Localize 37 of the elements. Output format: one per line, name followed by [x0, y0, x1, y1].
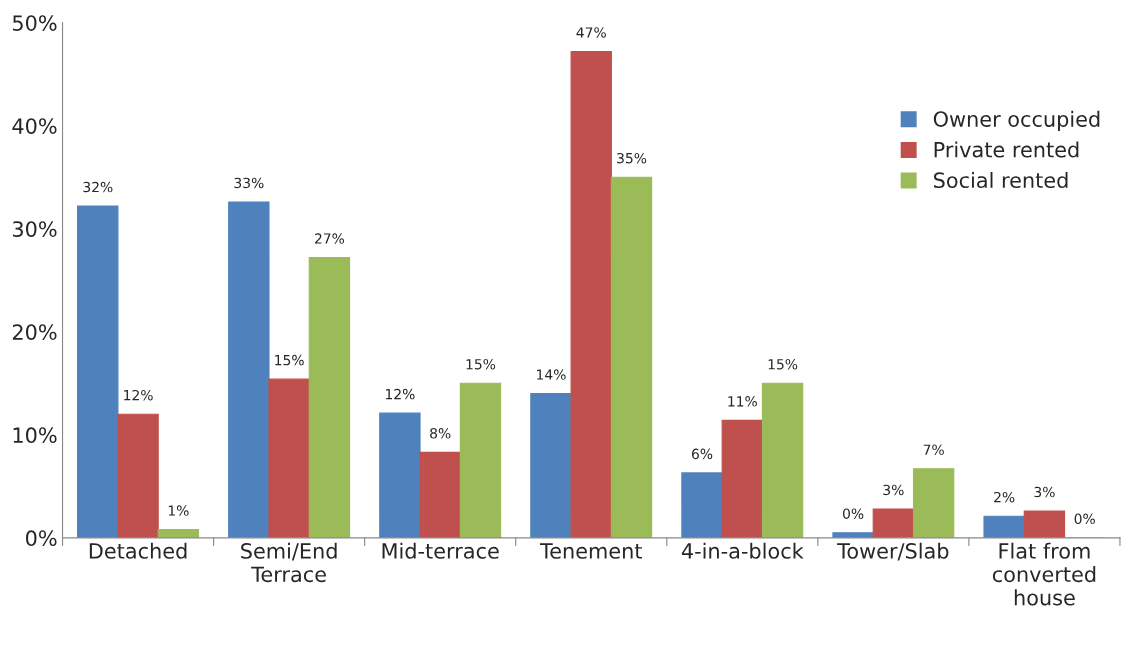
x-tick-label: Tenement [539, 543, 642, 559]
y-tick-label: 10% [13, 427, 57, 444]
data-label: 27% [314, 233, 345, 244]
data-label: 15% [466, 358, 496, 370]
x-tick-label: Semi/End Terrace [241, 542, 337, 583]
data-label: 11% [728, 396, 757, 407]
data-label: 47% [576, 27, 606, 38]
legend-label: Private rented [934, 141, 1079, 158]
data-label: 0% [842, 508, 864, 519]
x-tick-label: Flat from converted house [992, 542, 1096, 606]
x-tick-label: Detached [89, 542, 187, 559]
y-tick-label: 30% [12, 221, 57, 237]
y-tick-label: 0% [26, 530, 57, 547]
data-label: 3% [883, 484, 904, 496]
data-label: 33% [234, 177, 264, 189]
x-tick-label: 4-in-a-block [681, 542, 804, 559]
legend-label: Social rented [934, 171, 1068, 189]
data-label: 8% [430, 428, 451, 439]
data-label: 2% [994, 491, 1015, 503]
data-label: 35% [617, 152, 647, 164]
data-label: 12% [385, 388, 415, 400]
data-label: 32% [83, 181, 113, 193]
data-label: 12% [124, 389, 153, 401]
data-label: 0% [1074, 513, 1095, 525]
data-label: 7% [923, 444, 944, 456]
y-tick-label: 40% [12, 118, 57, 134]
x-tick-label: Tower/Slab [837, 542, 949, 561]
y-tick-label: 50% [12, 15, 57, 31]
data-label: 15% [768, 358, 798, 370]
data-label: 3% [1034, 486, 1055, 498]
legend-label: Owner occupied [933, 110, 1100, 131]
data-label: 15% [275, 354, 304, 366]
data-label: 6% [691, 448, 713, 460]
data-label: 14% [537, 369, 566, 380]
x-tick-label: Mid-terrace [382, 542, 499, 559]
data-label: 1% [168, 505, 189, 516]
y-tick-label: 20% [12, 324, 57, 340]
